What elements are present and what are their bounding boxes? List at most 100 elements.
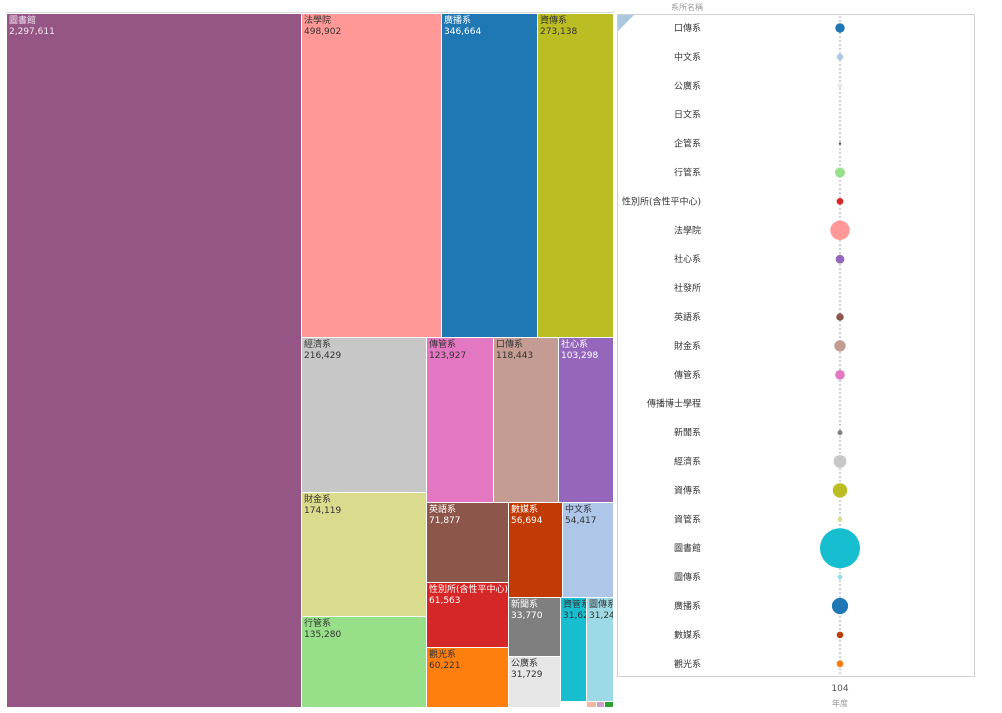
treemap-tile-label: 財金系 [304,495,332,505]
treemap-tile[interactable]: 新聞系 33,770 [509,598,561,657]
bubble-chart-header: 系所名稱 [671,3,703,12]
treemap-tile[interactable]: 口傳系 118,443 [494,338,559,503]
treemap-tile-label: 社心系 [561,340,589,350]
treemap-tile-value: 56,694 [511,516,543,526]
treemap-tile-label: 新聞系 [511,600,539,610]
treemap-tile-label: 傳管系 [429,340,457,350]
bubble-row-label: 社發所 [674,282,701,294]
bubble-row-label: 社心系 [674,253,701,265]
treemap-tile-value: 273,138 [540,27,578,37]
bubble-mark[interactable] [831,597,849,615]
treemap-tile[interactable]: 觀光系 60,221 [427,648,509,708]
bubble-row-label: 圖書館 [674,542,701,554]
treemap-tile-label: 英語系 [429,505,457,515]
bubble-mark[interactable] [834,340,846,352]
bubble-row-label: 經濟系 [674,456,701,468]
treemap-tile-label: 資管系 [563,600,586,610]
bubble-row-label: 日文系 [674,109,701,121]
treemap-tile-value: 216,429 [304,351,342,361]
treemap-tile-value: 61,563 [429,596,461,606]
x-tick-label: 104 [831,684,849,694]
treemap-tile-value: 31,244 [589,611,613,621]
treemap-tile-label: 數媒系 [511,505,539,515]
bubble-row-label: 廣播系 [674,600,701,612]
treemap-tile-value: 71,877 [429,516,461,526]
bubble-mark[interactable] [838,142,842,145]
treemap-chart[interactable]: 圖書館 2,297,611 法學院 498,902 廣播系 346,664 資傳系 273,1… [7,14,614,708]
bubble-row-label: 傳管系 [674,369,701,381]
treemap-tile-label: 性別所(含性平中心) [429,585,509,595]
bubble-row-label: 數媒系 [674,629,701,641]
bubble-mark[interactable] [836,631,844,639]
bubble-mark[interactable] [836,660,844,668]
bubble-mark[interactable] [835,254,845,264]
bubble-mark[interactable] [836,53,844,61]
treemap-tile-value: 103,298 [561,351,599,361]
bubble-mark[interactable] [833,455,847,468]
treemap-tile-value: 346,664 [444,27,482,37]
bubble-row-label: 財金系 [674,340,701,352]
treemap-tile[interactable]: 英語系 71,877 [427,503,509,583]
treemap-tile-value: 135,280 [304,630,342,640]
treemap-tile-label: 經濟系 [304,340,332,350]
bubble-mark[interactable] [837,83,843,89]
treemap-tile-value: 174,119 [304,506,342,516]
treemap-tile-value: 123,927 [429,351,467,361]
treemap-tile-small[interactable] [587,702,597,708]
bubble-row-label: 性別所(含性平中心) [622,195,701,207]
bubble-row-label: 傳播博士學程 [647,398,701,410]
bubble-row-label: 資傳系 [674,484,701,496]
bubble-mark[interactable] [830,220,850,240]
treemap-tile[interactable]: 圖書館 2,297,611 [7,14,302,708]
bubble-row-label: 公廣系 [674,80,701,92]
treemap-tile-label: 資傳系 [540,16,568,26]
treemap-tile[interactable]: 經濟系 216,429 [302,338,427,493]
bubble-row-label: 行管系 [674,167,701,179]
treemap-tile-value: 54,417 [565,516,597,526]
treemap-tile[interactable]: 性別所(含性平中心) 61,563 [427,583,509,648]
bubble-mark[interactable] [835,167,845,178]
treemap-tile[interactable]: 法學院 498,902 [302,14,442,338]
treemap-tile-label: 行管系 [304,619,332,629]
treemap-tile[interactable]: 資傳系 273,138 [538,14,614,338]
treemap-tile-small[interactable] [597,702,605,708]
treemap-tile[interactable]: 廣播系 346,664 [442,14,538,338]
bubble-row-label: 口傳系 [674,22,701,34]
bubble-mark[interactable] [837,430,843,436]
treemap-tile[interactable]: 社心系 103,298 [559,338,614,503]
x-axis-label: 年度 [832,699,848,708]
treemap-tile[interactable]: 行管系 135,280 [302,617,427,708]
bubble-row-label: 觀光系 [674,658,701,670]
treemap-tile-value: 2,297,611 [9,27,55,37]
treemap-tile[interactable]: 數媒系 56,694 [509,503,563,598]
treemap-tile-label: 法學院 [304,16,332,26]
bubble-mark[interactable] [837,574,843,580]
treemap-tile-value: 33,770 [511,611,543,621]
treemap-tile-label: 圖傳系 [589,600,614,610]
treemap-tile[interactable]: 中文系 54,417 [563,503,614,598]
treemap-tile-value: 118,443 [496,351,534,361]
bubble-mark[interactable] [836,198,844,205]
bubble-row-label: 英語系 [674,311,701,323]
bubble-mark[interactable] [835,370,845,380]
treemap-tile-small[interactable] [605,702,614,708]
panel-corner-marker [618,15,634,31]
treemap-tile-label: 圖書館 [9,16,37,26]
treemap-tile[interactable]: 傳管系 123,927 [427,338,494,503]
treemap-tile[interactable]: 公廣系 31,729 [509,657,561,708]
bubble-row-label: 圖傳系 [674,571,701,583]
treemap-tile-label: 公廣系 [511,659,539,669]
treemap-tile[interactable]: 財金系 174,119 [302,493,427,617]
bubble-mark[interactable] [836,313,844,321]
bubble-mark[interactable] [835,23,845,33]
bubble-mark[interactable] [832,483,848,498]
treemap-tile-label: 口傳系 [496,340,524,350]
treemap-tile[interactable]: 資管系31,621 [561,598,587,702]
bubble-row-label: 企管系 [674,138,701,150]
bubble-mark[interactable] [837,516,843,522]
bubble-chart-panel [617,14,975,677]
bubble-row-label: 法學院 [674,224,701,236]
bubble-mark[interactable] [820,528,860,569]
